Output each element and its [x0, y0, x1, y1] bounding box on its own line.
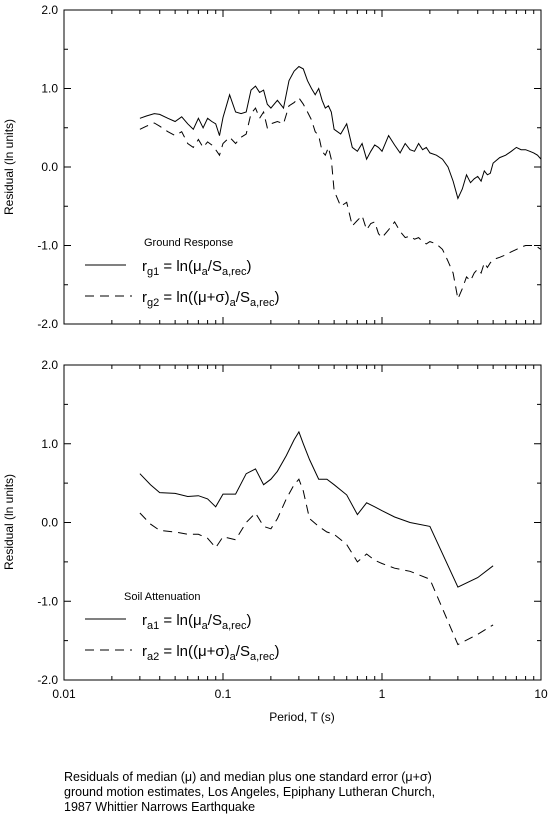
- y-tick-label: 1.0: [41, 437, 58, 451]
- series-line-solid: [139, 430, 494, 588]
- series-group: [139, 65, 542, 301]
- y-tick-label: -1.0: [37, 239, 58, 253]
- y-tick-labels: 2.0 1.0 0.0 -1.0 -2.0: [37, 3, 58, 331]
- ground-response-panel: 2.0 1.0 0.0 -1.0 -2.0 Residual (ln units) Gr…: [2, 3, 542, 331]
- legend-entry-a1: ra1 = ln(μa/Sa,rec): [142, 612, 251, 632]
- y-axis-label: Residual (ln units): [2, 119, 16, 215]
- y-tick-labels: 2.0 1.0 0.0 -1.0 -2.0: [37, 358, 58, 687]
- legend: Soil Attenuation ra1 = ln(μa/Sa,rec) ra2…: [85, 591, 279, 663]
- series-line-dashed: [139, 97, 542, 301]
- y-tick-label: 0.0: [41, 516, 58, 530]
- series-line-solid: [139, 65, 542, 200]
- y-tick-label: 2.0: [41, 358, 58, 372]
- y-tick-label: -2.0: [37, 673, 58, 687]
- caption-line: 1987 Whittier Narrows Earthquake: [64, 800, 256, 814]
- plot-frame: [63, 9, 542, 325]
- figure-caption: Residuals of median (μ) and median plus …: [64, 770, 544, 815]
- legend-entry-g2: rg2 = ln((μ+σ)a/Sa,rec): [142, 289, 279, 309]
- x-tick-labels: 0.01 0.1 1 10: [52, 687, 548, 701]
- x-tick-label: 1: [379, 687, 386, 701]
- soil-attenuation-panel: 2.0 1.0 0.0 -1.0 -2.0 0.01 0.1 1 10 Residual (l…: [2, 358, 548, 724]
- x-tick-label: 10: [534, 687, 548, 701]
- y-tick-label: 0.0: [41, 160, 58, 174]
- y-tick-label: 2.0: [41, 3, 58, 17]
- x-tick-label: 0.01: [52, 687, 76, 701]
- legend-title: Soil Attenuation: [124, 591, 200, 603]
- legend-entry-g1: rg1 = ln(μa/Sa,rec): [142, 258, 251, 278]
- legend-title: Ground Response: [144, 237, 233, 249]
- series-group: [139, 430, 494, 646]
- axis-ticks: [63, 364, 541, 681]
- plot-frame: [63, 364, 542, 681]
- x-axis-label: Period, T (s): [269, 710, 335, 724]
- y-tick-label: -1.0: [37, 594, 58, 608]
- caption-line: Residuals of median (μ) and median plus …: [64, 770, 432, 784]
- y-tick-label: 1.0: [41, 82, 58, 96]
- y-tick-label: -2.0: [37, 317, 58, 331]
- axis-ticks: [63, 9, 541, 325]
- y-axis-label: Residual (ln units): [2, 474, 16, 570]
- legend-entry-a2: ra2 = ln((μ+σ)a/Sa,rec): [142, 643, 279, 663]
- caption-line: ground motion estimates, Los Angeles, Ep…: [64, 785, 436, 799]
- x-tick-label: 0.1: [215, 687, 232, 701]
- legend: Ground Response rg1 = ln(μa/Sa,rec) rg2 …: [85, 237, 279, 309]
